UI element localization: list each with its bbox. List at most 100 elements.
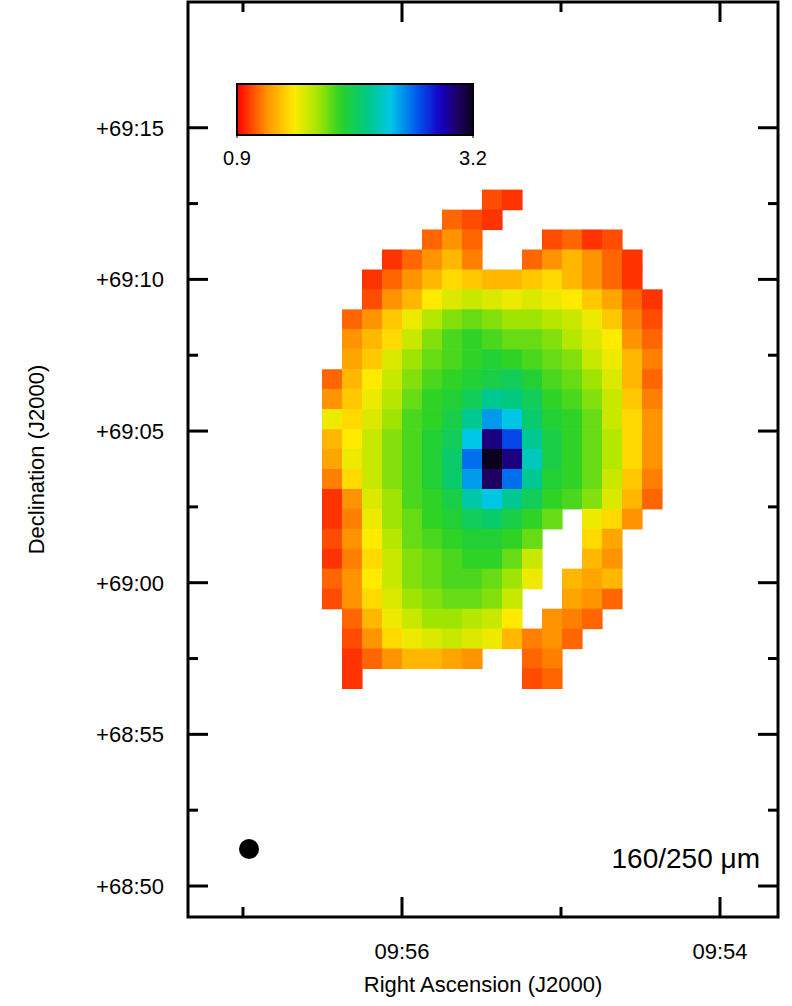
cell (582, 369, 603, 389)
cell (322, 569, 343, 590)
cell (482, 469, 503, 490)
cell (442, 329, 463, 350)
cell (642, 309, 663, 329)
cell (402, 429, 423, 449)
colorbar: 0.93.2 (223, 84, 487, 169)
cell (362, 329, 383, 350)
cell (562, 329, 583, 350)
cell (442, 409, 463, 430)
cell (442, 529, 463, 550)
cell (522, 629, 543, 650)
cell (382, 489, 403, 509)
cell (442, 589, 463, 610)
cell (462, 369, 483, 389)
cell (502, 589, 523, 610)
cell (422, 609, 443, 629)
cell (622, 329, 643, 350)
cell (522, 369, 543, 389)
cell (362, 609, 383, 629)
cell (462, 529, 483, 550)
cell (542, 270, 563, 290)
cell (402, 469, 423, 490)
cell (462, 409, 483, 430)
cell (362, 289, 383, 310)
cell (442, 229, 463, 250)
cell (522, 469, 543, 490)
cell (582, 249, 603, 270)
annotation: 160/250 μm (612, 843, 760, 874)
cell (342, 629, 363, 650)
y-tick-label: +69:05 (96, 419, 164, 444)
cell (642, 469, 663, 490)
x-tick-label: 09:54 (692, 939, 747, 964)
cell (382, 389, 403, 410)
cell (562, 469, 583, 490)
cell (342, 369, 363, 389)
cell (622, 270, 643, 290)
cell (602, 349, 623, 370)
cell (562, 309, 583, 329)
cell (382, 409, 403, 430)
cell (502, 369, 523, 389)
y-tick (758, 733, 778, 736)
colorbar-label: 3.2 (459, 147, 487, 169)
cell (362, 309, 383, 329)
cell (562, 429, 583, 449)
cell (542, 389, 563, 410)
cell (402, 449, 423, 470)
y-tick (188, 733, 208, 736)
y-tick-label: +68:55 (96, 722, 164, 747)
cell (342, 668, 363, 689)
cell (362, 529, 383, 550)
cell (362, 549, 383, 569)
cell (542, 469, 563, 490)
cell (482, 569, 503, 590)
cell (362, 509, 383, 530)
cell (402, 309, 423, 329)
cell (402, 549, 423, 569)
cell (522, 649, 543, 669)
cell (342, 489, 363, 509)
cell (402, 529, 423, 550)
cell (402, 649, 423, 669)
cell (502, 629, 523, 650)
cell (642, 429, 663, 449)
y-tick-label: +69:00 (96, 571, 164, 596)
cell (442, 629, 463, 650)
cell (342, 349, 363, 370)
cell (502, 190, 523, 211)
cell (622, 449, 643, 470)
cell (402, 629, 423, 650)
cell (422, 349, 443, 370)
cell (522, 329, 543, 350)
cell (362, 349, 383, 370)
x-tick-label: 09:56 (374, 939, 429, 964)
cell (382, 369, 403, 389)
cell (402, 389, 423, 410)
cell (542, 289, 563, 310)
cell (482, 270, 503, 290)
y-minor-tick (188, 202, 198, 205)
cell (442, 249, 463, 270)
cell (442, 569, 463, 590)
cell (582, 509, 603, 530)
y-tick (188, 581, 208, 584)
cell (362, 270, 383, 290)
cell (442, 609, 463, 629)
cell (442, 549, 463, 569)
cell (422, 549, 443, 569)
cell (462, 429, 483, 449)
cell (522, 429, 543, 449)
cell (342, 329, 363, 350)
cell (502, 349, 523, 370)
cell (422, 649, 443, 669)
cell (562, 289, 583, 310)
cell (322, 449, 343, 470)
cell (522, 569, 543, 590)
cell (522, 489, 543, 509)
x-tick (718, 897, 721, 917)
cell (602, 270, 623, 290)
cell (502, 529, 523, 550)
cell (442, 349, 463, 370)
cell (582, 229, 603, 250)
